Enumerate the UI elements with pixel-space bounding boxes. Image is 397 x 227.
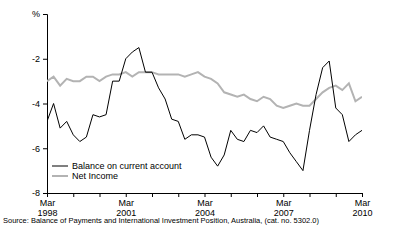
legend-swatch bbox=[52, 175, 68, 177]
x-tick-mark bbox=[283, 193, 284, 197]
y-tick-label: -6 bbox=[32, 144, 40, 154]
y-tick-mark bbox=[43, 59, 47, 60]
x-tick bbox=[336, 193, 337, 197]
x-axis: Mar1998 Mar2001 Mar2004 Mar2007 Mar2010 bbox=[37, 193, 372, 218]
x-tick bbox=[100, 193, 101, 197]
x-tick: Mar2001 bbox=[116, 193, 136, 218]
x-tick-mark bbox=[152, 193, 153, 197]
series-line bbox=[47, 48, 362, 171]
x-axis-line bbox=[48, 194, 363, 198]
x-tick: Mar2010 bbox=[352, 193, 372, 218]
y-tick: -8 bbox=[32, 188, 47, 198]
x-tick-mark bbox=[178, 193, 179, 197]
y-axis: -8 -6 -4 -2 bbox=[32, 15, 48, 199]
y-tick-mark bbox=[43, 148, 47, 149]
x-tick-label: Mar2010 bbox=[352, 198, 372, 218]
x-tick: Mar2004 bbox=[195, 193, 215, 218]
y-tick: -4 bbox=[32, 99, 47, 109]
x-tick-mark bbox=[47, 193, 48, 197]
x-tick bbox=[73, 193, 74, 197]
y-tick: -2 bbox=[32, 54, 47, 64]
x-tick-mark bbox=[231, 193, 232, 197]
x-tick-mark bbox=[310, 193, 311, 197]
x-tick bbox=[310, 193, 311, 197]
legend-label: Net Income bbox=[72, 171, 118, 181]
legend-label: Balance on current account bbox=[72, 161, 182, 171]
legend-swatch bbox=[52, 166, 68, 167]
plot-area bbox=[47, 48, 362, 171]
x-tick bbox=[231, 193, 232, 197]
y-tick-label: -2 bbox=[32, 54, 40, 64]
x-tick bbox=[257, 193, 258, 197]
y-tick-mark bbox=[43, 193, 47, 194]
y-tick-label: -8 bbox=[32, 188, 40, 198]
x-tick-mark bbox=[336, 193, 337, 197]
chart: -8-6-4-2%Mar1998Mar2001Mar2004Mar2007Mar… bbox=[0, 0, 397, 227]
x-tick bbox=[178, 193, 179, 197]
y-tick-mark bbox=[43, 104, 47, 105]
x-tick bbox=[152, 193, 153, 197]
x-tick-mark bbox=[100, 193, 101, 197]
x-tick-mark bbox=[126, 193, 127, 197]
source-note: Source: Balance of Payments and Internat… bbox=[3, 216, 320, 225]
x-tick-mark bbox=[73, 193, 74, 197]
x-tick-mark bbox=[205, 193, 206, 197]
y-axis-line bbox=[43, 15, 48, 194]
y-tick-label: -4 bbox=[32, 99, 40, 109]
y-label: % bbox=[32, 9, 40, 19]
y-tick: -6 bbox=[32, 144, 47, 154]
x-tick-mark bbox=[362, 193, 363, 197]
x-tick-mark bbox=[257, 193, 258, 197]
x-tick: Mar1998 bbox=[37, 193, 57, 218]
x-tick: Mar2007 bbox=[274, 193, 294, 218]
legend: Balance on current accountNet Income bbox=[52, 161, 182, 181]
